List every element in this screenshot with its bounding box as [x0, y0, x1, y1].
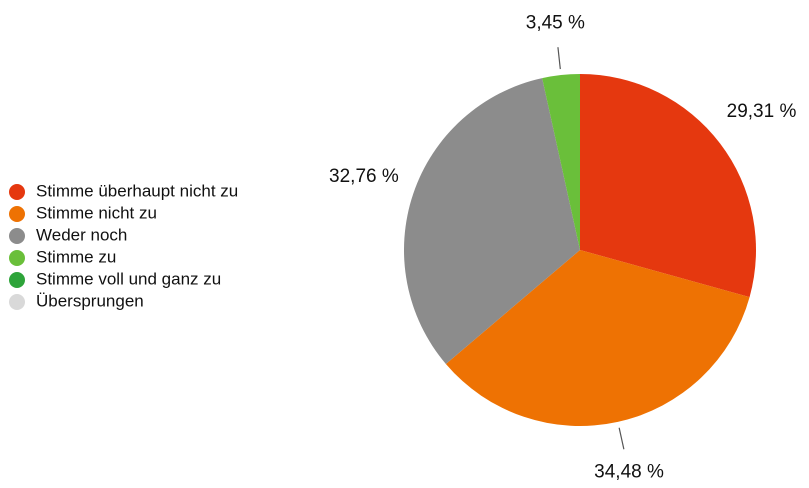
pie-slice	[580, 74, 756, 298]
legend-swatch	[9, 184, 25, 200]
pie-slice	[445, 250, 750, 427]
legend-swatch	[9, 294, 25, 310]
legend-label: Stimme voll und ganz zu	[36, 269, 221, 288]
value-label: 3,45 %	[526, 12, 585, 33]
value-label: 34,48 %	[594, 462, 664, 483]
legend-label: Weder noch	[36, 225, 127, 244]
legend-label: Stimme nicht zu	[36, 203, 157, 222]
legend-label: Stimme überhaupt nicht zu	[36, 181, 238, 200]
pie-slice	[403, 78, 580, 364]
leader-line	[557, 47, 561, 70]
value-label: 29,31 %	[727, 101, 797, 122]
value-label: 32,76 %	[329, 166, 399, 187]
legend-label: Übersprungen	[36, 291, 144, 310]
legend-swatch	[9, 272, 25, 288]
pie-slice	[542, 74, 580, 250]
leader-line	[618, 427, 625, 450]
legend-label: Stimme zu	[36, 247, 116, 266]
legend-swatch	[9, 250, 25, 266]
legend-swatch	[9, 206, 25, 222]
legend-swatch	[9, 228, 25, 244]
